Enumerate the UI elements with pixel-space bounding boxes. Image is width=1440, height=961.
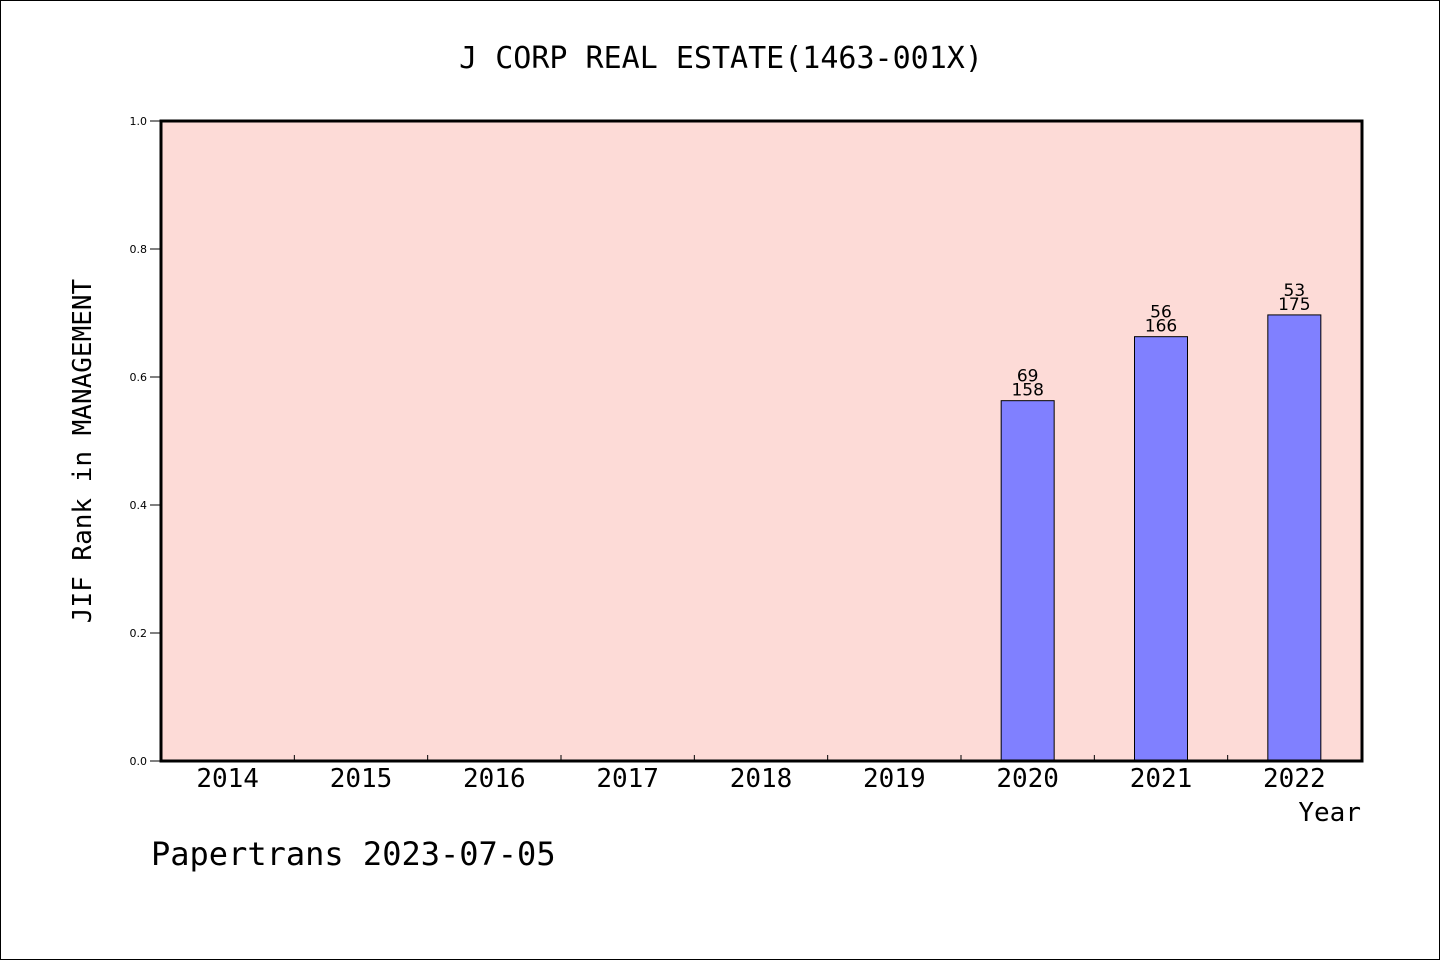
x-axis-label: Year bbox=[1298, 798, 1361, 828]
x-tick-label: 2021 bbox=[1130, 764, 1193, 794]
x-tick-label: 2017 bbox=[596, 764, 659, 794]
y-tick-label: 0.4 bbox=[130, 499, 148, 512]
bar-2022 bbox=[1267, 314, 1322, 762]
x-axis: 2014 2015 2016 2017 2018 2019 2020 2021 2022 bbox=[196, 755, 1326, 794]
y-tick-label: 0.6 bbox=[130, 371, 148, 384]
x-tick-label: 2022 bbox=[1263, 764, 1326, 794]
plot-border bbox=[159, 119, 1364, 763]
bar-total-label: 166 bbox=[1145, 317, 1177, 337]
bar-rank-label: 56 bbox=[1150, 303, 1172, 323]
x-tick-label: 2019 bbox=[863, 764, 926, 794]
bar-series bbox=[1000, 314, 1322, 762]
x-tick-label: 2016 bbox=[463, 764, 526, 794]
x-tick-label: 2018 bbox=[730, 764, 793, 794]
x-tick-label: 2020 bbox=[996, 764, 1059, 794]
bar-rank-label: 69 bbox=[1017, 367, 1039, 387]
bar-total-label: 158 bbox=[1011, 381, 1043, 401]
x-tick-label: 2015 bbox=[330, 764, 393, 794]
bar-2021 bbox=[1134, 336, 1188, 762]
y-axis: 0.0 0.2 0.4 0.6 0.8 1.0 bbox=[130, 115, 161, 768]
bar-rank-label: 53 bbox=[1284, 281, 1306, 301]
bar-2020 bbox=[1000, 400, 1055, 762]
y-axis-label: JIF Rank in MANAGEMENT bbox=[68, 278, 98, 623]
y-tick-label: 0.0 bbox=[130, 755, 148, 768]
chart-title: J CORP REAL ESTATE(1463-001X) bbox=[459, 41, 983, 76]
y-tick-label: 0.8 bbox=[130, 243, 148, 256]
watermark-text: Papertrans 2023-07-05 bbox=[151, 835, 556, 873]
y-tick-label: 0.2 bbox=[130, 627, 148, 640]
y-tick-label: 1.0 bbox=[130, 115, 148, 128]
x-tick-label: 2014 bbox=[196, 764, 259, 794]
bar-total-label: 175 bbox=[1278, 295, 1310, 315]
